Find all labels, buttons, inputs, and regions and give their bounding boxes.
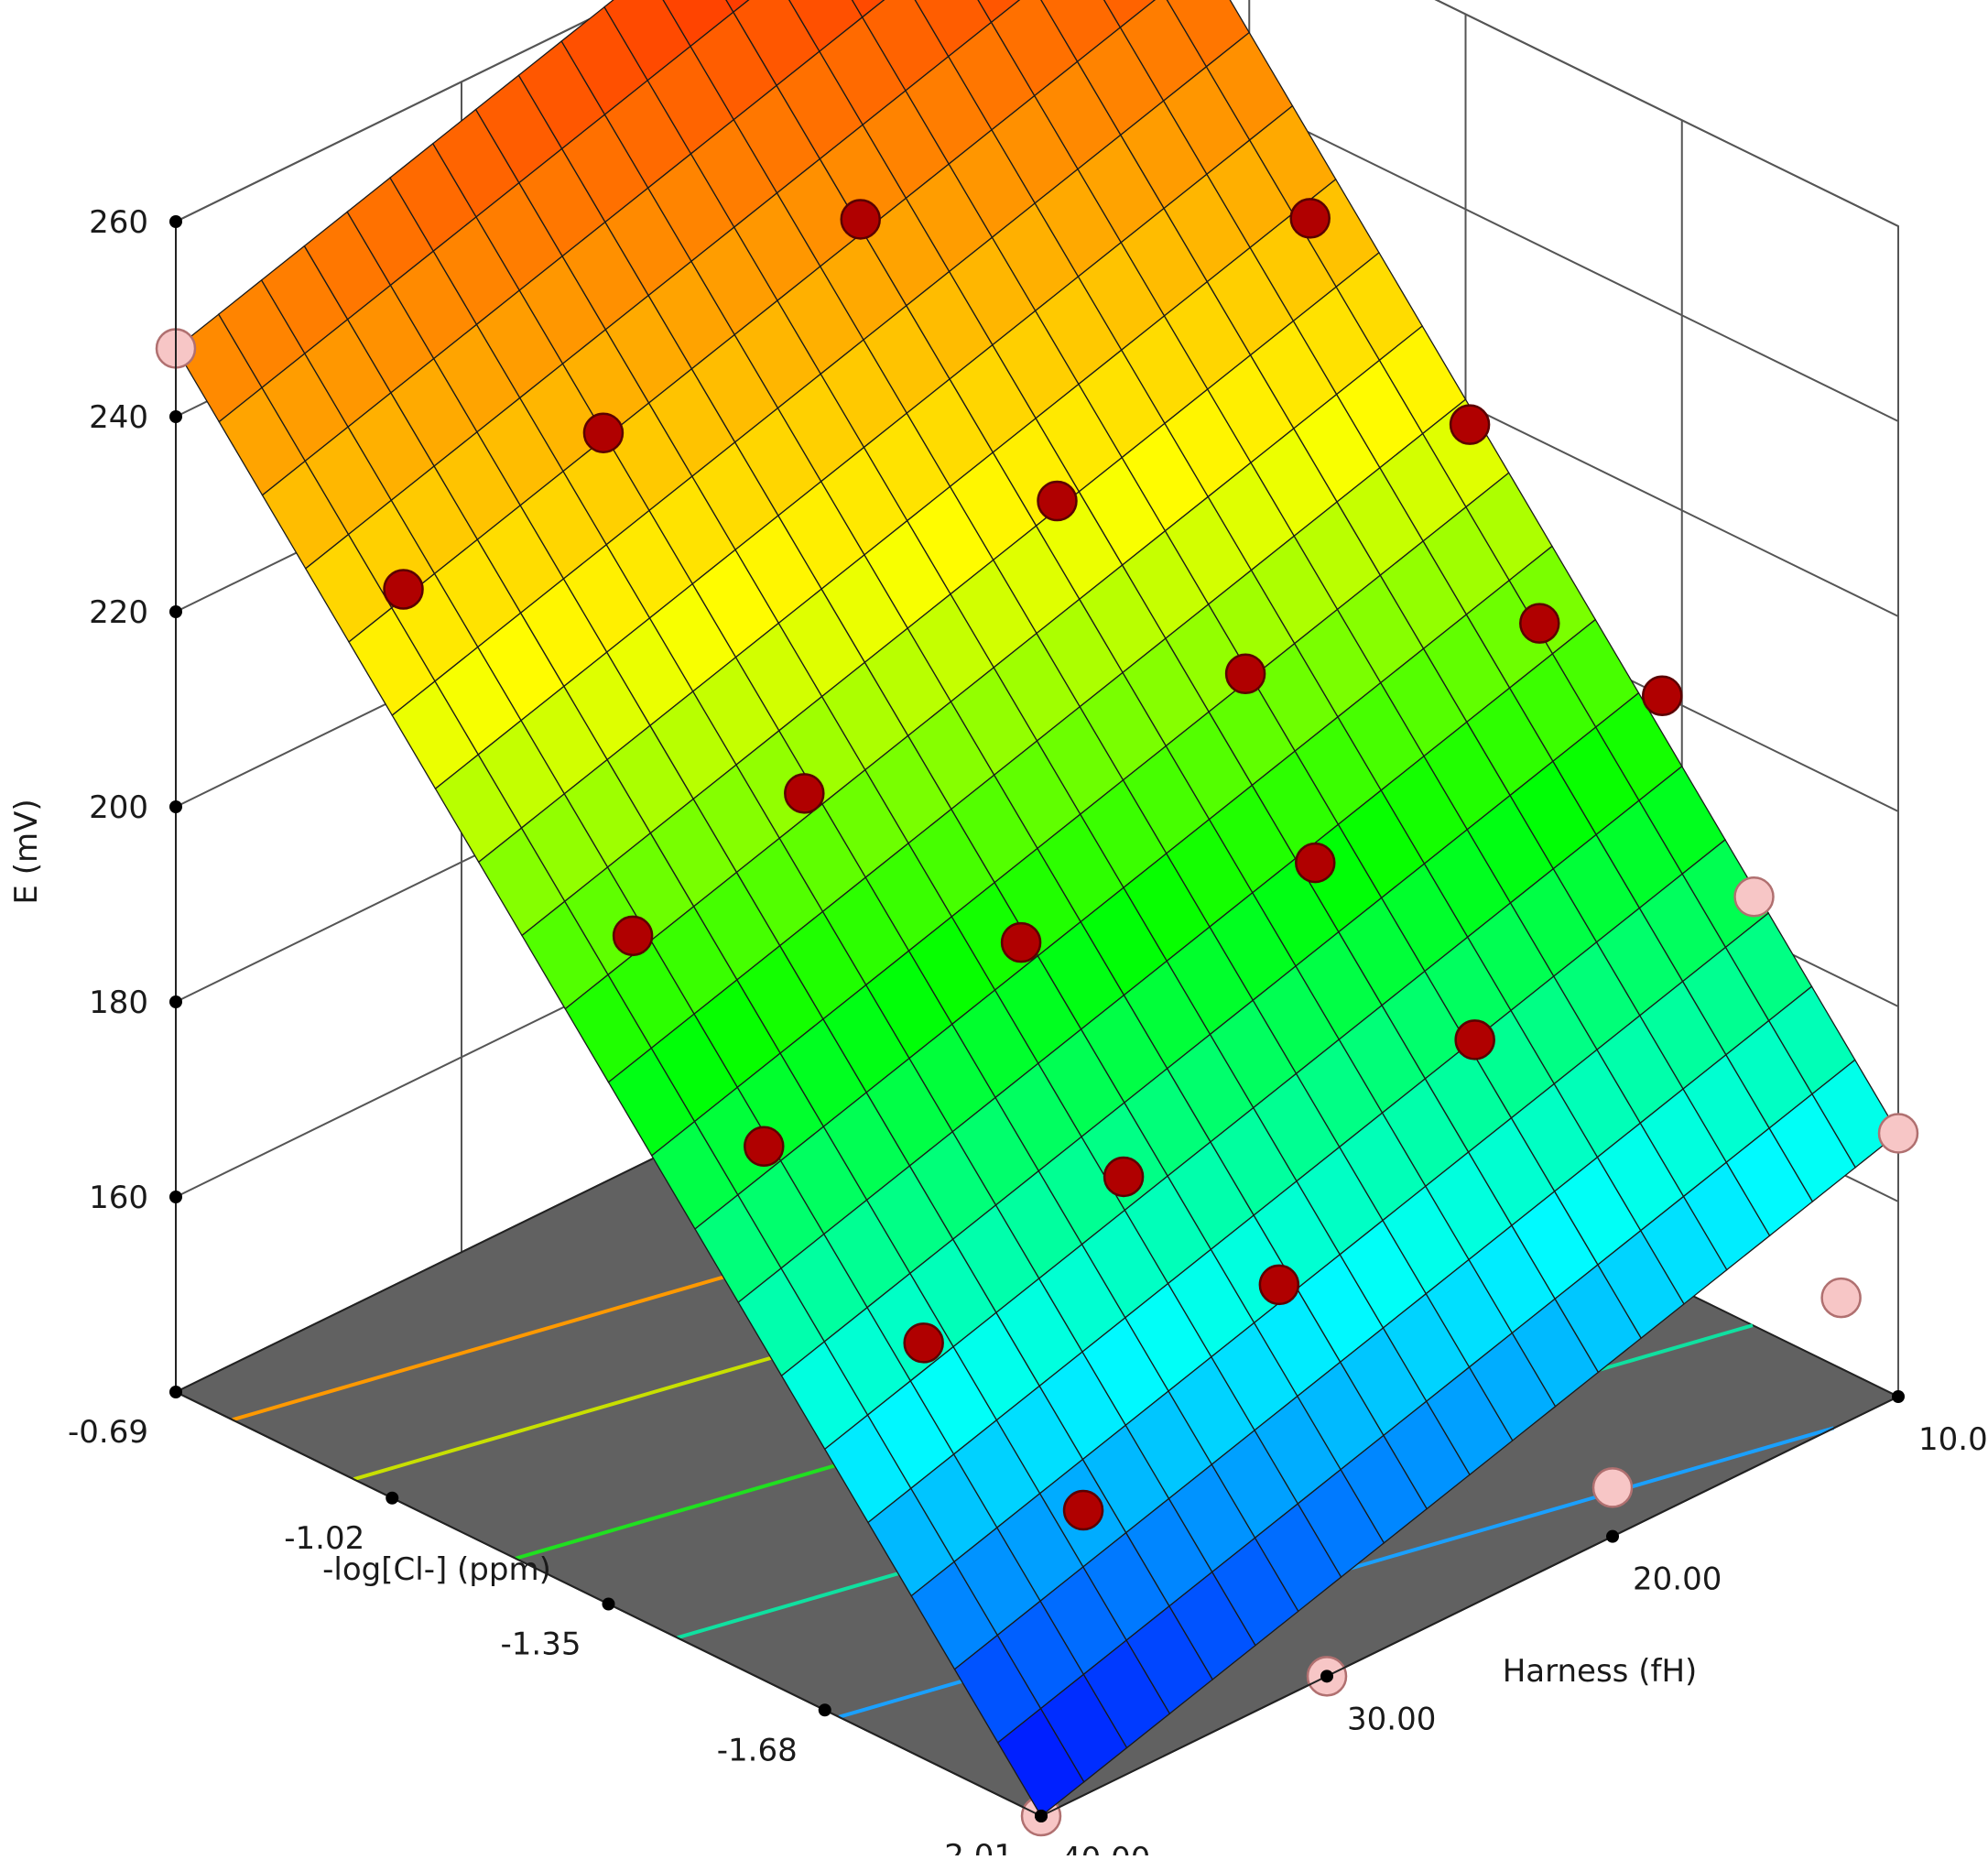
y-tick-label: 30.00: [1347, 1701, 1436, 1737]
x-tick-label: -1.35: [501, 1626, 581, 1663]
y-tick-label: 10.00: [1918, 1421, 1988, 1458]
design-point: [840, 199, 881, 240]
design-point: [1224, 653, 1266, 694]
design-point: [1258, 1264, 1300, 1306]
y-axis-title: Harness (fH): [1503, 1653, 1698, 1690]
design-point: [744, 1126, 785, 1167]
x-tick-label: -2.01: [933, 1838, 1014, 1855]
points-on-surface: [383, 198, 1683, 1531]
y-axis-line: [1040, 1396, 1899, 1817]
design-point: [1289, 198, 1331, 239]
surface-cell: [725, 0, 750, 14]
x-axis-title: -log[Cl-] (ppm): [322, 1551, 551, 1588]
x-tick-label: -0.69: [68, 1414, 148, 1451]
design-point: [903, 1322, 944, 1364]
design-point: [1449, 404, 1491, 445]
z-tick-label: 260: [89, 204, 148, 241]
z-tick-mark: [169, 410, 182, 423]
design-point: [1103, 1156, 1145, 1198]
surface-cell: [977, 0, 1021, 24]
z-tick-mark: [169, 1191, 182, 1203]
design-point: [1454, 1019, 1495, 1061]
z-tick-label: 180: [89, 984, 148, 1021]
design-point: [1037, 480, 1078, 522]
axes: 160 180 200 220 240 260 -0.69 -1.02 -1.35 -1.68 -2…: [68, 204, 1988, 1860]
x-tick-mark: [602, 1597, 615, 1611]
z-tick-mark: [169, 605, 182, 618]
z-tick-mark: [169, 215, 182, 228]
design-point-above: [1877, 1113, 1919, 1154]
x-tick-mark: [818, 1703, 831, 1717]
y-tick-label: 40.00: [1061, 1841, 1150, 1855]
design-point: [784, 773, 825, 814]
design-point: [1642, 675, 1683, 716]
y-tick-mark: [1320, 1670, 1333, 1683]
y-tick-mark: [1606, 1529, 1619, 1543]
design-point: [1519, 603, 1560, 644]
x-tick-label: -1.68: [717, 1732, 798, 1768]
y-tick-mark: [1892, 1390, 1905, 1403]
z-tick-label: 160: [89, 1180, 148, 1216]
x-tick-mark: [386, 1491, 399, 1505]
design-point-above: [1733, 876, 1775, 918]
design-point: [1062, 1489, 1104, 1531]
z-tick-label: 220: [89, 594, 148, 631]
z-tick-mark: [169, 995, 182, 1008]
design-point: [1295, 842, 1336, 884]
x-tick-label: -1.02: [284, 1520, 364, 1557]
z-tick-label: 200: [89, 789, 148, 826]
y-tick-label: 20.00: [1633, 1561, 1722, 1598]
design-point: [1000, 921, 1042, 963]
design-point-below: [1591, 1467, 1634, 1508]
y-tick-mark: [1035, 1810, 1048, 1822]
surface-cell: [851, 0, 885, 18]
design-point: [582, 412, 625, 453]
x-tick-mark: [169, 1386, 182, 1398]
design-point: [612, 915, 654, 957]
z-axis-title: E (mV): [8, 799, 45, 904]
design-point: [383, 569, 424, 610]
response-surface: [175, 0, 1899, 1817]
z-tick-label: 240: [89, 399, 148, 436]
design-point-below: [1820, 1277, 1862, 1319]
surface-cell: [1103, 0, 1157, 28]
z-tick-mark: [169, 800, 182, 813]
